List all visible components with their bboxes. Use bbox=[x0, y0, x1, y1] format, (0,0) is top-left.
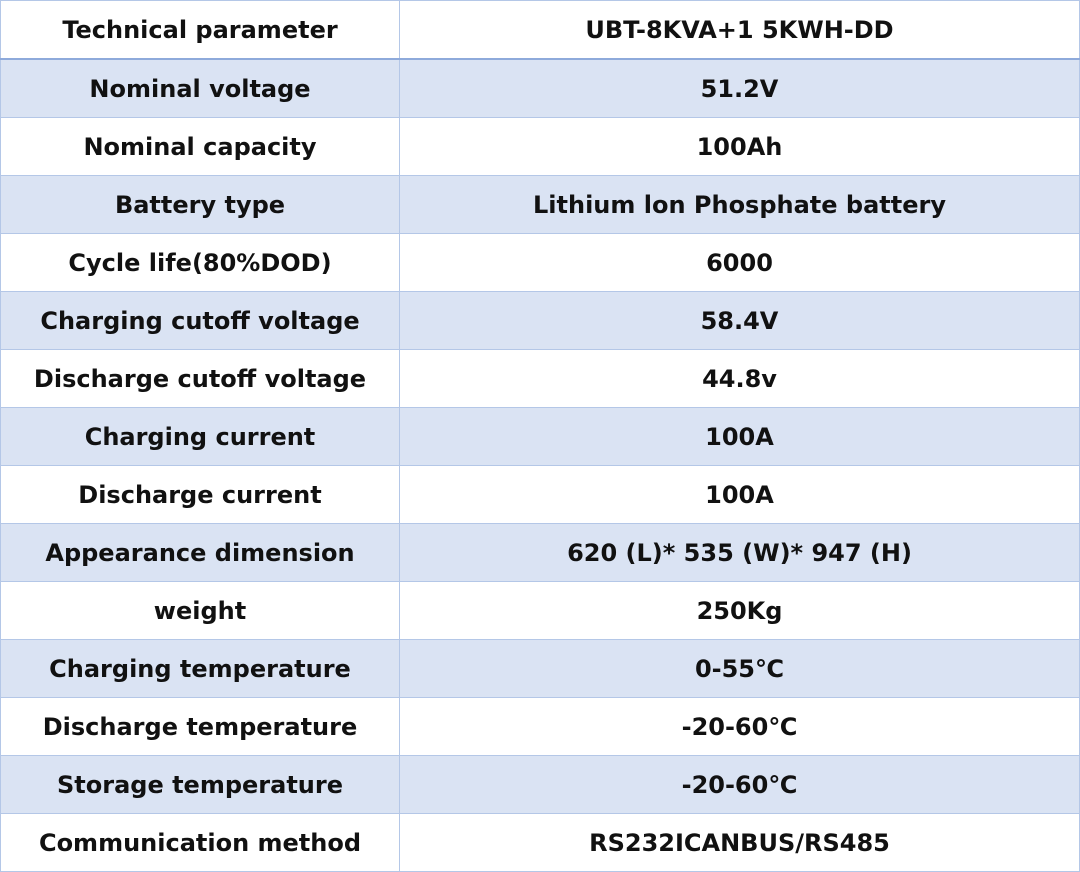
value-cell: -20-60℃ bbox=[399, 697, 1080, 756]
parameter-cell: Storage temperature bbox=[0, 755, 400, 814]
table-row: Appearance dimension 620 (L)* 535 (W)* 94… bbox=[0, 523, 1080, 582]
value-cell: RS232ICANBUS/RS485 bbox=[399, 813, 1080, 872]
parameter-cell: Cycle life(80%DOD) bbox=[0, 233, 400, 292]
table-row: Nominal capacity 100Ah bbox=[0, 117, 1080, 176]
value-cell: 6000 bbox=[399, 233, 1080, 292]
parameter-cell: Charging cutoff voltage bbox=[0, 291, 400, 350]
table-row: Communication method RS232ICANBUS/RS485 bbox=[0, 813, 1080, 872]
header-row: Technical parameter UBT-8KVA+1 5KWH-DD bbox=[0, 0, 1080, 60]
parameter-cell: Charging current bbox=[0, 407, 400, 466]
value-cell: 44.8v bbox=[399, 349, 1080, 408]
value-cell: 51.2V bbox=[399, 58, 1080, 118]
parameter-cell: Charging temperature bbox=[0, 639, 400, 698]
parameter-cell: Discharge current bbox=[0, 465, 400, 524]
table-row: Charging current 100A bbox=[0, 407, 1080, 466]
value-cell: 100A bbox=[399, 465, 1080, 524]
table-row: Discharge current 100A bbox=[0, 465, 1080, 524]
value-cell: 620 (L)* 535 (W)* 947 (H) bbox=[399, 523, 1080, 582]
table-body: Nominal voltage 51.2V Nominal capacity 100A… bbox=[0, 58, 1080, 872]
table-row: Charging cutoff voltage 58.4V bbox=[0, 291, 1080, 350]
value-cell: -20-60℃ bbox=[399, 755, 1080, 814]
table-row: Storage temperature -20-60℃ bbox=[0, 755, 1080, 814]
parameter-cell: Nominal capacity bbox=[0, 117, 400, 176]
table-row: Cycle life(80%DOD) 6000 bbox=[0, 233, 1080, 292]
table-row: Discharge temperature -20-60℃ bbox=[0, 697, 1080, 756]
parameter-cell: Discharge cutoff voltage bbox=[0, 349, 400, 408]
parameter-cell: Discharge temperature bbox=[0, 697, 400, 756]
table-row: Nominal voltage 51.2V bbox=[0, 58, 1080, 118]
header-cell: UBT-8KVA+1 5KWH-DD bbox=[399, 0, 1080, 60]
value-cell: Lithium lon Phosphate battery bbox=[399, 175, 1080, 234]
table-row: Battery type Lithium lon Phosphate batter… bbox=[0, 175, 1080, 234]
parameter-cell: Communication method bbox=[0, 813, 400, 872]
parameter-cell: Appearance dimension bbox=[0, 523, 400, 582]
table-row: weight 250Kg bbox=[0, 581, 1080, 640]
header-cell: Technical parameter bbox=[0, 0, 400, 60]
value-cell: 0-55℃ bbox=[399, 639, 1080, 698]
table-row: Charging temperature 0-55℃ bbox=[0, 639, 1080, 698]
parameter-cell: weight bbox=[0, 581, 400, 640]
table-header: Technical parameter UBT-8KVA+1 5KWH-DD bbox=[0, 0, 1080, 60]
table-row: Discharge cutoff voltage 44.8v bbox=[0, 349, 1080, 408]
parameter-cell: Nominal voltage bbox=[0, 58, 400, 118]
value-cell: 100Ah bbox=[399, 117, 1080, 176]
value-cell: 58.4V bbox=[399, 291, 1080, 350]
parameter-cell: Battery type bbox=[0, 175, 400, 234]
value-cell: 250Kg bbox=[399, 581, 1080, 640]
value-cell: 100A bbox=[399, 407, 1080, 466]
